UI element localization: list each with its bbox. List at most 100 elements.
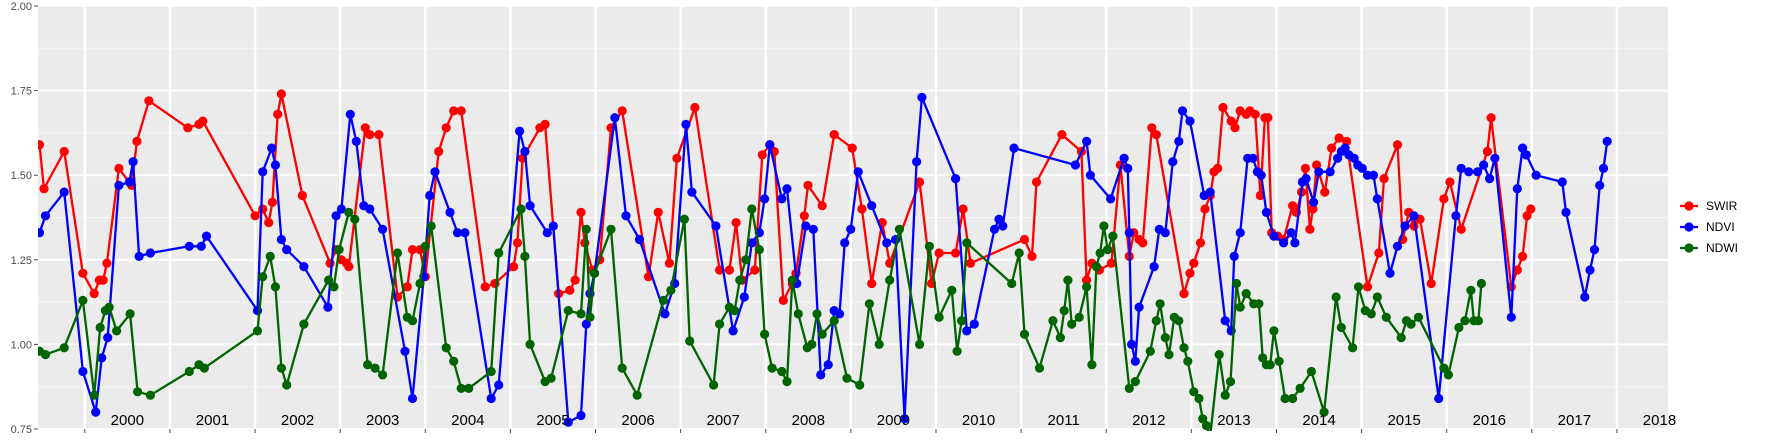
ndwi-point [420, 241, 430, 251]
ndwi-point [1091, 262, 1101, 272]
ndvi-point [1506, 312, 1516, 322]
swir-point [540, 119, 550, 129]
ndvi-point [270, 160, 280, 170]
ndwi-point [1206, 431, 1215, 440]
ndwi-point [658, 295, 669, 305]
ndwi-point [957, 316, 967, 326]
ndvi-point [621, 211, 631, 221]
ndvi-point [998, 221, 1008, 231]
ndvi-point [840, 238, 850, 248]
ndwi-point [581, 224, 591, 234]
ndwi-point [456, 383, 466, 393]
ndwi-point [1095, 248, 1105, 258]
ndvi-point [1290, 238, 1300, 248]
ndwi-point [1055, 333, 1065, 343]
ndwi-point [1258, 353, 1268, 363]
ndwi-point [104, 302, 114, 312]
ndvi-point [40, 211, 51, 221]
ndwi-point [1406, 319, 1416, 329]
swir-point [1218, 102, 1228, 113]
swir-point [114, 163, 124, 173]
ndvi-point [1119, 153, 1129, 163]
ndwi-point [516, 204, 526, 214]
ndvi-point [867, 201, 877, 211]
year-label: 2005 [536, 412, 569, 429]
ndvi-point [951, 174, 961, 184]
ndwi-point [1235, 302, 1245, 312]
ndvi-point [1473, 167, 1483, 177]
ndvi-point [1009, 143, 1019, 153]
swir-point [664, 258, 675, 268]
swir-point [144, 96, 154, 106]
year-label: 2015 [1387, 412, 1420, 429]
ndwi-point [199, 363, 209, 373]
ndwi-point [133, 387, 143, 397]
swir-point [1031, 177, 1042, 187]
ndvi-point [1160, 228, 1170, 238]
ndwi-point [1155, 299, 1165, 309]
ndwi-point [299, 319, 309, 329]
swir-point [39, 184, 49, 194]
ndwi-point [1189, 387, 1199, 397]
swir-point [441, 123, 451, 133]
ndvi-point [1168, 157, 1178, 167]
ndvi-point [1451, 211, 1461, 221]
ndwi-point [1220, 390, 1230, 400]
ndwi-point [1366, 309, 1376, 319]
ndwi-point [1160, 333, 1170, 343]
ndwi-point [95, 322, 105, 333]
ndwi-point [563, 306, 573, 316]
year-label: 2011 [1048, 412, 1080, 429]
swir-point [1151, 130, 1161, 140]
ndwi-point [709, 380, 719, 390]
y-tick-label: 1.75 [11, 86, 32, 98]
ndwi-point [1067, 319, 1077, 329]
ndwi-point [730, 306, 740, 316]
ndwi-point [145, 390, 155, 400]
ndvi-point [1434, 393, 1444, 404]
swir-point [250, 211, 260, 221]
ndwi-point [525, 339, 535, 349]
ndwi-point [735, 275, 745, 285]
ndwi-point [370, 363, 380, 373]
swir-point [847, 143, 857, 153]
ndwi-point [324, 275, 334, 285]
swir-point [267, 197, 277, 207]
ndvi-point [1325, 167, 1335, 177]
swir-point [1334, 133, 1344, 143]
swir-point [480, 282, 490, 292]
ndwi-point [741, 255, 751, 265]
ndvi-point [145, 248, 155, 258]
ndvi-point [1372, 194, 1382, 204]
ndvi-point [452, 228, 463, 238]
swir-point [1362, 282, 1373, 292]
ndwi-point [344, 207, 354, 217]
ndwi-point [1145, 346, 1155, 356]
swir-point [731, 218, 741, 228]
ndwi-point [1174, 316, 1184, 326]
swir-point [934, 248, 944, 258]
ndwi-point [894, 224, 905, 234]
ndwi-point [1063, 275, 1073, 285]
swir-point [672, 153, 682, 163]
ndvi-point [1589, 245, 1600, 255]
swir-point [1308, 204, 1318, 214]
ndwi-point [1288, 393, 1298, 404]
swir-point [1027, 251, 1037, 261]
y-tick-label: 0.75 [11, 424, 32, 436]
swir-point [402, 282, 412, 292]
ndvi-point [1400, 221, 1410, 231]
ndvi-point [1479, 160, 1489, 170]
ndvi-point [1456, 163, 1466, 173]
ndvi-point [917, 92, 927, 102]
ndvi-point [445, 207, 455, 217]
ndvi-point [1301, 174, 1311, 184]
ndwi-point [494, 248, 504, 258]
ndvi-point [808, 224, 818, 234]
ndvi-point [1279, 238, 1289, 248]
ndwi-point [1241, 289, 1251, 299]
year-label: 2006 [621, 412, 654, 429]
ndwi-point [1164, 350, 1174, 360]
ndvi-point [114, 180, 124, 190]
ndwi-point [817, 329, 827, 339]
